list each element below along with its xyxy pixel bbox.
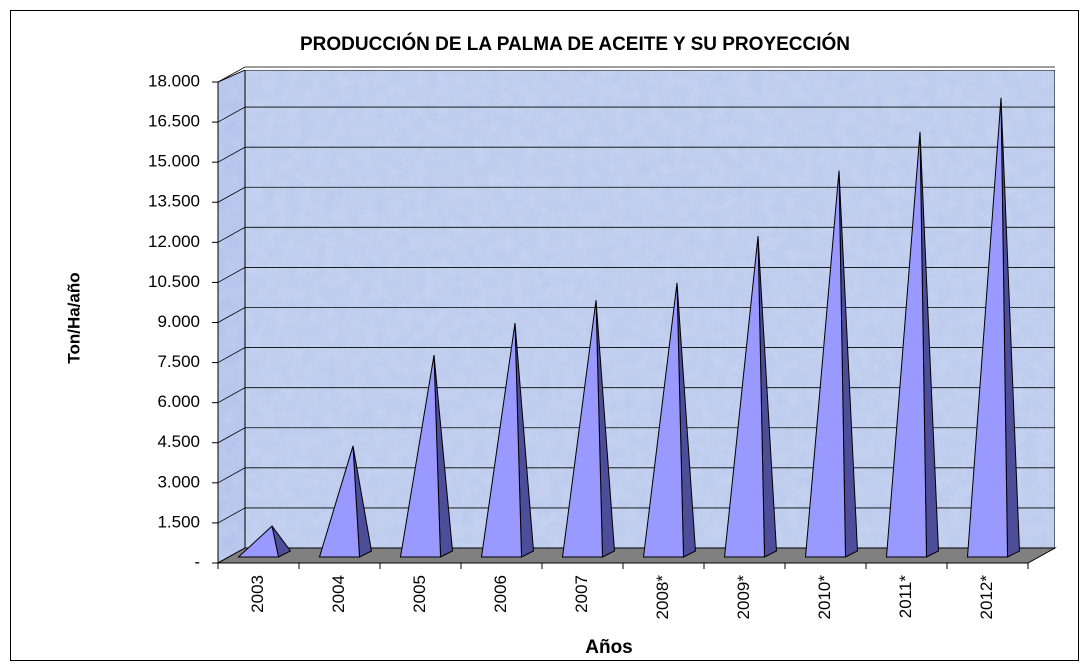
y-tick-label: 12.000 bbox=[148, 232, 200, 251]
y-tick-label: 7.500 bbox=[157, 352, 200, 371]
x-tick-label: 2007 bbox=[572, 575, 591, 613]
y-tick-label: 18.000 bbox=[148, 71, 200, 90]
pyramid-front bbox=[318, 445, 361, 558]
pyramid-front bbox=[966, 97, 1009, 558]
y-tick-label: 9.000 bbox=[157, 312, 200, 331]
grid-line bbox=[217, 307, 1055, 323]
pyramid bbox=[885, 131, 940, 558]
x-tick-label: 2006 bbox=[491, 575, 510, 613]
x-tick-label: 2009* bbox=[734, 575, 753, 620]
grid-line bbox=[217, 427, 1055, 444]
chart-title: PRODUCCIÓN DE LA PALMA DE ACEITE Y SU PR… bbox=[300, 33, 850, 55]
x-tick-label: 2005 bbox=[410, 575, 429, 613]
x-tick-label: 2010* bbox=[815, 575, 834, 620]
grid-line bbox=[217, 267, 1055, 283]
x-axis-title: Años bbox=[585, 637, 633, 658]
y-tick-label: 6.000 bbox=[157, 392, 200, 411]
grid-line bbox=[217, 226, 1055, 243]
x-tick-label: 2003 bbox=[248, 575, 267, 613]
pyramid bbox=[480, 322, 535, 558]
grid-line bbox=[217, 347, 1055, 363]
pyramid-front bbox=[480, 322, 523, 558]
y-tick-label: 3.000 bbox=[157, 472, 200, 491]
pyramid-front bbox=[237, 525, 280, 558]
y-tick-label: 15.000 bbox=[148, 152, 200, 171]
pyramid bbox=[237, 525, 292, 558]
grid-line bbox=[217, 387, 1055, 404]
x-tick-label: 2011* bbox=[896, 575, 915, 619]
x-tick-label: 2012* bbox=[977, 575, 996, 620]
grid-line bbox=[217, 467, 1055, 484]
pyramid bbox=[561, 300, 616, 558]
side-wall bbox=[217, 69, 246, 564]
grid-line bbox=[217, 106, 1055, 123]
pyramid bbox=[399, 355, 454, 558]
grid-line bbox=[217, 507, 1055, 524]
y-tick-label: 10.500 bbox=[148, 272, 200, 291]
y-tick-label: 4.500 bbox=[157, 432, 200, 451]
y-tick-label: 1.500 bbox=[157, 512, 200, 531]
y-tick-label: - bbox=[194, 552, 200, 571]
pyramid-front bbox=[399, 355, 442, 558]
pyramid-front bbox=[642, 282, 685, 558]
pyramid-front bbox=[885, 131, 928, 558]
x-tick-label: 2004 bbox=[329, 575, 348, 613]
pyramid bbox=[642, 282, 697, 558]
pyramid-front bbox=[723, 236, 766, 558]
pyramid-front bbox=[804, 170, 847, 558]
pyramid bbox=[318, 445, 373, 558]
grid-line bbox=[217, 186, 1055, 203]
pyramid bbox=[723, 236, 778, 558]
pyramid-front bbox=[561, 300, 604, 558]
y-tick-label: 13.500 bbox=[148, 192, 200, 211]
pyramid bbox=[966, 97, 1021, 558]
grid-line bbox=[217, 146, 1055, 163]
y-tick-label: 16.500 bbox=[148, 112, 200, 131]
y-axis-title: Ton/Ha/año bbox=[64, 272, 83, 363]
x-tick-label: 2008* bbox=[653, 575, 672, 620]
pyramid bbox=[804, 170, 859, 558]
grid-line bbox=[217, 66, 1055, 83]
